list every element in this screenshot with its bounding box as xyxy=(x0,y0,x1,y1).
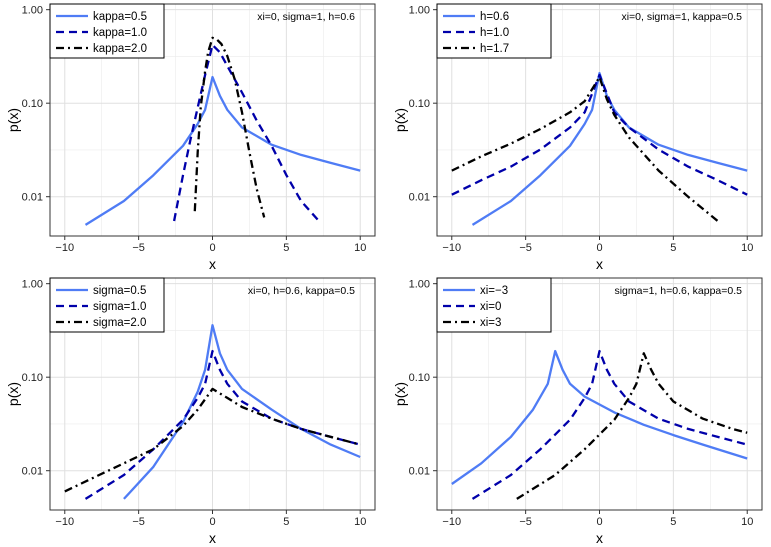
legend-label: h=1.0 xyxy=(480,27,509,39)
legend: sigma=0.5 sigma=1.0 sigma=2.0 xyxy=(49,277,165,333)
series-line-3 xyxy=(516,352,748,500)
panel-2: −10 −5 0 5 10 0.01 0.10 1.00 x p(x) xi=0, sigma=1,… xyxy=(392,3,763,272)
x-tick-label: 10 xyxy=(354,242,366,254)
y-tick-label: 1.00 xyxy=(22,279,43,291)
y-tick-label: 1.00 xyxy=(22,5,43,17)
legend-label: sigma=0.5 xyxy=(93,285,146,297)
x-tick-label: −10 xyxy=(442,516,461,528)
x-tick-label: 10 xyxy=(354,516,366,528)
panel-3: −10 −5 0 5 10 0.01 0.10 1.00 x p(x) xi=0, h=0.6, k… xyxy=(5,277,376,546)
y-axis-label: p(x) xyxy=(392,382,408,406)
x-tick-label: 0 xyxy=(596,516,602,528)
x-tick-label: −5 xyxy=(519,242,532,254)
series-line-2 xyxy=(471,349,748,500)
y-tick-label: 1.00 xyxy=(409,279,430,291)
series-line-2 xyxy=(84,349,361,500)
y-axis-label: p(x) xyxy=(392,108,408,132)
series-line-3 xyxy=(193,36,266,218)
legend-label: kappa=1.0 xyxy=(93,27,147,39)
y-axis-label: p(x) xyxy=(5,382,21,406)
x-tick-label: 0 xyxy=(209,242,215,254)
y-tick-label: 0.01 xyxy=(409,466,430,478)
series-line-2 xyxy=(172,43,320,222)
legend: kappa=0.5 kappa=1.0 kappa=2.0 xyxy=(49,3,165,59)
legend-label: sigma=1.0 xyxy=(93,301,146,313)
y-tick-label: 1.00 xyxy=(409,5,430,17)
x-tick-label: 5 xyxy=(283,242,289,254)
x-tick-label: 10 xyxy=(741,242,753,254)
series-line-1 xyxy=(84,75,361,226)
panel-4: −10 −5 0 5 10 0.01 0.10 1.00 x p(x) sigma=1, h=0.6… xyxy=(392,277,763,546)
legend: h=0.6 h=1.0 h=1.7 xyxy=(436,3,552,59)
y-tick-label: 0.01 xyxy=(409,192,430,204)
x-tick-label: 10 xyxy=(741,516,753,528)
legend-label: kappa=0.5 xyxy=(93,11,147,23)
parameter-annotation: sigma=1, h=0.6, kappa=0.5 xyxy=(614,285,742,297)
legend-label: xi=−3 xyxy=(480,285,508,297)
y-tick-label: 0.01 xyxy=(22,466,43,478)
y-tick-label: 0.10 xyxy=(22,372,43,384)
legend-label: sigma=2.0 xyxy=(93,317,146,329)
x-axis-label: x xyxy=(209,256,216,272)
x-tick-label: 5 xyxy=(670,242,676,254)
x-axis-label: x xyxy=(596,530,603,546)
x-tick-label: −10 xyxy=(55,242,74,254)
x-tick-label: 5 xyxy=(283,516,289,528)
series-line-1 xyxy=(451,349,748,485)
x-tick-label: 5 xyxy=(670,516,676,528)
y-tick-label: 0.10 xyxy=(409,372,430,384)
series-line-1 xyxy=(471,71,748,226)
panel-1: −10 −5 0 5 10 0.01 0.10 1.00 x p(x) xi=0, sigma=1,… xyxy=(5,3,376,272)
x-tick-label: −5 xyxy=(519,516,532,528)
y-tick-label: 0.10 xyxy=(22,98,43,110)
legend-label: kappa=2.0 xyxy=(93,43,147,55)
y-tick-label: 0.01 xyxy=(22,192,43,204)
x-tick-label: −10 xyxy=(442,242,461,254)
x-tick-label: −5 xyxy=(132,242,145,254)
series-line-3 xyxy=(64,387,361,493)
legend-label: h=1.7 xyxy=(480,43,509,55)
legend: xi=−3 xi=0 xi=3 xyxy=(436,277,552,333)
x-tick-label: −10 xyxy=(55,516,74,528)
y-tick-label: 0.10 xyxy=(409,98,430,110)
x-axis-label: x xyxy=(596,256,603,272)
parameter-annotation: xi=0, sigma=1, h=0.6 xyxy=(257,11,355,23)
series-line-3 xyxy=(451,75,719,222)
legend-label: xi=0 xyxy=(480,301,501,313)
parameter-annotation: xi=0, h=0.6, kappa=0.5 xyxy=(248,285,355,297)
x-axis-label: x xyxy=(209,530,216,546)
legend-label: h=0.6 xyxy=(480,11,509,23)
series-line-2 xyxy=(451,73,748,196)
x-tick-label: 0 xyxy=(596,242,602,254)
legend-label: xi=3 xyxy=(480,317,501,329)
parameter-annotation: xi=0, sigma=1, kappa=0.5 xyxy=(621,11,742,23)
y-axis-label: p(x) xyxy=(5,108,21,132)
x-tick-label: −5 xyxy=(132,516,145,528)
x-tick-label: 0 xyxy=(209,516,215,528)
